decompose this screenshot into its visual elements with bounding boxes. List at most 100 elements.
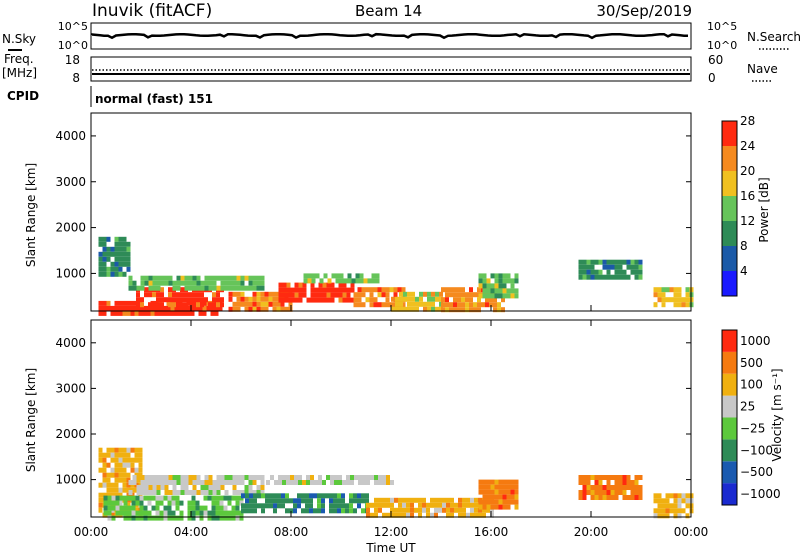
data-cell [168, 297, 172, 303]
data-cell [119, 495, 124, 501]
data-cell [582, 259, 587, 265]
data-cell [240, 490, 245, 495]
data-cell [135, 500, 140, 506]
data-cell [228, 296, 233, 302]
data-cell [498, 489, 503, 495]
data-cell [614, 485, 619, 490]
data-cell [333, 503, 337, 509]
data-cell [122, 457, 127, 463]
data-cell [130, 310, 135, 316]
data-cell [685, 493, 690, 499]
data-cell [305, 508, 309, 514]
data-cell [167, 515, 172, 521]
data-cell [98, 261, 103, 267]
data-cell [378, 507, 382, 513]
data-cell [457, 287, 461, 293]
data-cell [582, 495, 587, 500]
data-cell [106, 251, 111, 257]
data-cell [494, 293, 499, 299]
data-cell [329, 508, 333, 514]
data-cell [657, 498, 662, 504]
data-cell [256, 291, 261, 297]
data-cell [244, 275, 249, 281]
data-cell [486, 283, 491, 289]
data-cell [106, 472, 111, 478]
data-cell [493, 297, 497, 303]
data-cell [415, 306, 419, 312]
data-cell [134, 457, 139, 463]
data-cell [382, 480, 386, 485]
data-cell [586, 490, 591, 495]
data-cell [506, 499, 511, 505]
data-cell [118, 467, 123, 473]
data-cell [606, 274, 611, 280]
data-cell [102, 236, 107, 242]
data-cell [350, 282, 355, 288]
data-cell [215, 495, 220, 501]
data-cell [590, 269, 595, 275]
data-cell [362, 480, 366, 485]
data-cell [506, 489, 511, 495]
data-cell [175, 495, 180, 501]
data-cell [245, 503, 249, 509]
data-cell [669, 287, 674, 293]
ytick-label: 2000 [55, 427, 86, 441]
data-cell [102, 251, 107, 257]
data-cell [280, 301, 285, 307]
velocity-marks [98, 447, 694, 521]
data-cell [114, 482, 119, 488]
data-cell [106, 487, 111, 493]
data-cell [657, 297, 662, 303]
data-cell [498, 293, 503, 299]
data-cell [195, 510, 200, 516]
data-cell [606, 490, 611, 495]
data-cell [477, 297, 481, 303]
data-cell [146, 310, 151, 316]
data-cell [114, 462, 119, 468]
data-cell [441, 307, 445, 313]
data-cell [414, 497, 418, 503]
data-cell [160, 287, 164, 293]
data-cell [458, 502, 462, 508]
data-cell [118, 236, 123, 242]
data-cell [140, 275, 145, 281]
data-cell [361, 508, 365, 514]
data-cell [385, 297, 390, 303]
data-cell [381, 302, 386, 308]
data-cell [253, 503, 257, 509]
data-cell [98, 271, 103, 277]
data-cell [305, 503, 309, 509]
data-cell [252, 301, 257, 307]
data-cell [127, 510, 132, 516]
data-cell [614, 264, 619, 270]
data-cell [152, 292, 156, 298]
data-cell [365, 287, 370, 293]
data-cell [122, 251, 127, 257]
data-cell [438, 507, 442, 513]
data-cell [219, 500, 224, 506]
data-cell [102, 266, 107, 272]
data-cell [490, 479, 495, 485]
data-cell [110, 492, 115, 498]
data-cell [602, 475, 607, 480]
data-region [653, 493, 694, 519]
data-cell [457, 302, 461, 308]
data-cell [131, 515, 136, 521]
data-cell [202, 300, 207, 306]
data-cell [174, 310, 179, 316]
data-cell [630, 264, 635, 270]
data-region [478, 273, 519, 299]
data-cell [398, 502, 402, 508]
power-marks [98, 236, 694, 316]
data-cell [224, 275, 229, 281]
data-cell [182, 305, 187, 311]
data-cell [114, 472, 119, 478]
data-cell [578, 495, 583, 500]
data-cell [353, 292, 358, 298]
data-cell [497, 307, 501, 313]
data-cell [244, 301, 249, 307]
data-cell [136, 285, 141, 291]
data-cell [130, 462, 135, 468]
data-cell [453, 287, 457, 293]
data-cell [445, 307, 449, 313]
